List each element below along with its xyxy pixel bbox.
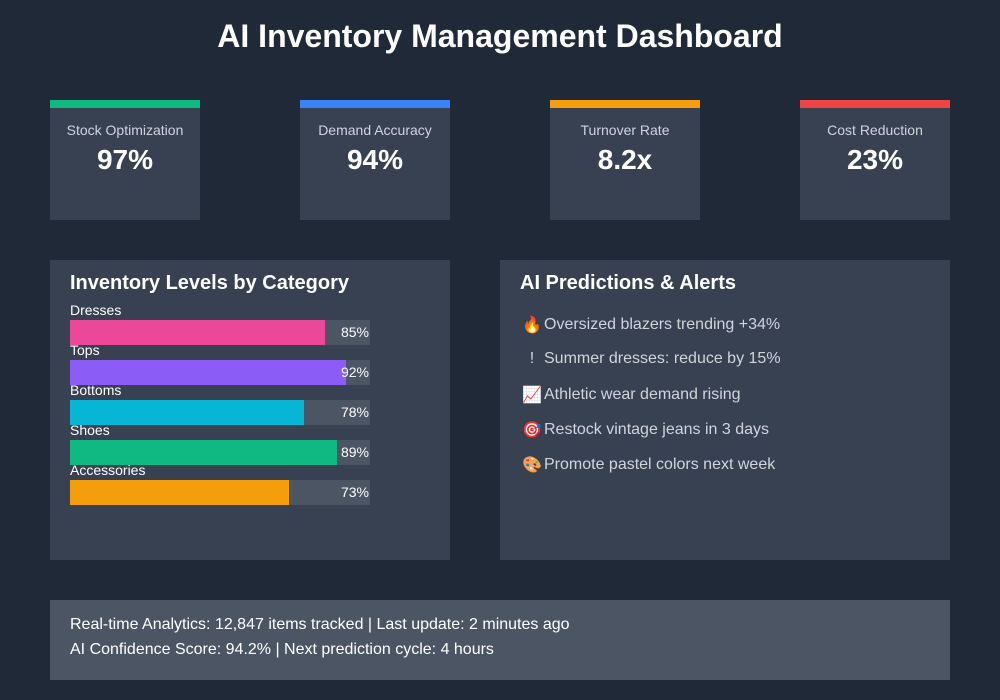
alert-item: 🎨 Promote pastel colors next week	[520, 455, 775, 475]
bar-value-label: 73%	[340, 484, 369, 500]
analytics-footer: Real-time Analytics: 12,847 items tracke…	[50, 600, 950, 680]
kpi-card-turnover-rate: Turnover Rate 8.2x	[550, 100, 700, 220]
alert-text: Restock vintage jeans in 3 days	[544, 421, 770, 438]
bar-track: 85%	[70, 320, 370, 345]
bar-value-label: 89%	[340, 444, 369, 460]
alert-item: 🔥 Oversized blazers trending +34%	[520, 315, 780, 335]
category-label: Tops	[70, 342, 100, 358]
chart-title: Inventory Levels by Category	[70, 272, 349, 294]
trend-up-icon: 📈	[522, 387, 542, 404]
category-label: Bottoms	[70, 382, 122, 398]
bar-track: 92%	[70, 360, 370, 385]
kpi-accent-bar	[300, 100, 450, 108]
alerts-panel: AI Predictions & Alerts 🔥 Oversized blaze…	[500, 260, 950, 560]
target-icon: 🎯	[522, 422, 542, 439]
category-label: Shoes	[70, 422, 110, 438]
kpi-card-stock-optimization: Stock Optimization 97%	[50, 100, 200, 220]
kpi-value: 8.2x	[597, 144, 653, 175]
alert-text: Oversized blazers trending +34%	[544, 316, 781, 333]
bar-bottoms	[70, 400, 304, 425]
alert-item: 🎯 Restock vintage jeans in 3 days	[520, 420, 769, 440]
kpi-accent-bar	[550, 100, 700, 108]
bar-track: 78%	[70, 400, 370, 425]
kpi-label: Turnover Rate	[580, 122, 670, 138]
bar-value-label: 85%	[340, 324, 369, 340]
alert-item: ! Summer dresses: reduce by 15%	[520, 350, 781, 368]
bar-value-label: 78%	[340, 404, 369, 420]
kpi-value: 97%	[96, 144, 154, 175]
kpi-label: Demand Accuracy	[318, 122, 432, 138]
kpi-label: Stock Optimization	[66, 122, 184, 138]
kpi-value: 23%	[846, 144, 904, 175]
category-label: Dresses	[70, 302, 122, 318]
alert-text: Summer dresses: reduce by 15%	[544, 350, 781, 367]
bar-shoes	[70, 440, 337, 465]
kpi-label: Cost Reduction	[827, 122, 923, 138]
inventory-chart-panel: Inventory Levels by Category Dresses 85% T…	[50, 260, 450, 560]
kpi-value: 94%	[346, 144, 404, 175]
kpi-accent-bar	[50, 100, 200, 108]
footer-analytics-line: Real-time Analytics: 12,847 items tracke…	[70, 616, 570, 633]
alert-text: Promote pastel colors next week	[544, 456, 776, 473]
alerts-title: AI Predictions & Alerts	[520, 272, 736, 294]
kpi-accent-bar	[800, 100, 950, 108]
page-title: AI Inventory Management Dashboard	[217, 18, 783, 54]
bar-track: 89%	[70, 440, 370, 465]
alert-text: Athletic wear demand rising	[544, 386, 741, 403]
exclamation-icon: !	[529, 350, 535, 367]
bar-dresses	[70, 320, 325, 345]
bar-accessories	[70, 480, 289, 505]
fire-icon: 🔥	[522, 317, 542, 334]
paint-icon: 🎨	[522, 457, 542, 474]
bar-track: 73%	[70, 480, 370, 505]
category-label: Accessories	[70, 462, 146, 478]
kpi-card-cost-reduction: Cost Reduction 23%	[800, 100, 950, 220]
alert-item: 📈 Athletic wear demand rising	[520, 385, 741, 405]
footer-confidence-line: AI Confidence Score: 94.2% | Next predic…	[70, 641, 494, 658]
kpi-card-demand-accuracy: Demand Accuracy 94%	[300, 100, 450, 220]
bar-tops	[70, 360, 346, 385]
bar-value-label: 92%	[340, 364, 369, 380]
